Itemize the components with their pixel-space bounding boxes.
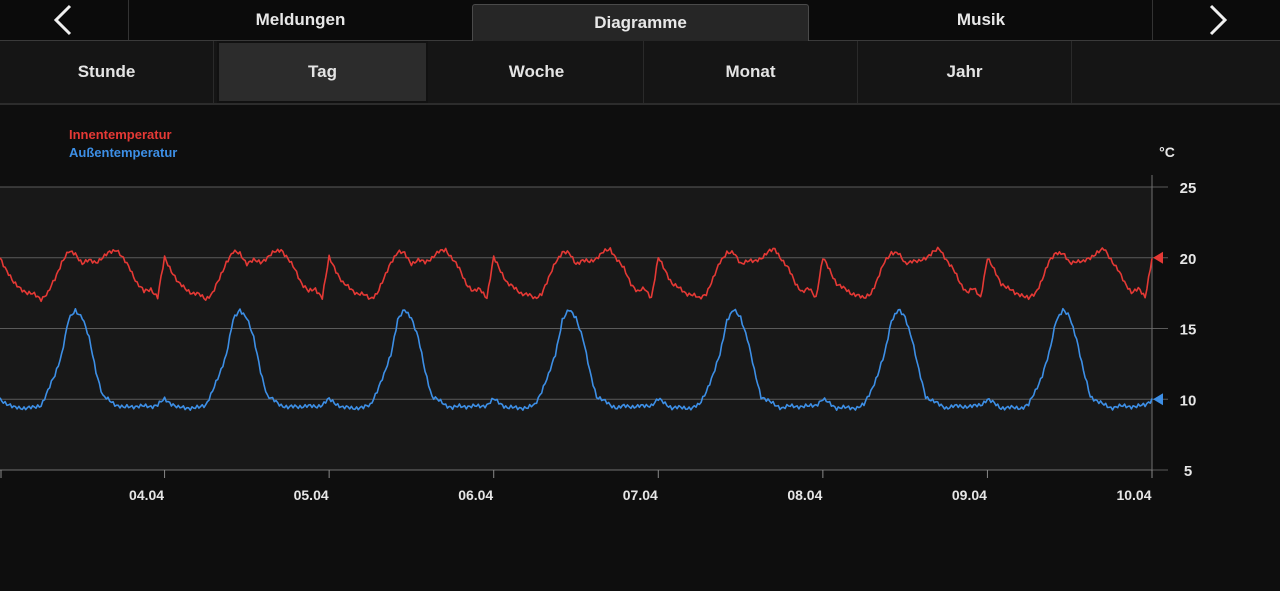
tab-meldungen[interactable]: Meldungen bbox=[255, 10, 346, 29]
series-line-inside bbox=[0, 246, 1153, 303]
tab-diagramme[interactable]: Diagramme bbox=[472, 4, 809, 41]
next-button[interactable] bbox=[1152, 0, 1280, 40]
temperature-chart: 5 10 15 20 25 °C 04.04 05.04 06.04 07.04 08.04 09.0… bbox=[0, 144, 1197, 503]
y-unit-label: °C bbox=[1159, 144, 1175, 160]
y-tick-label: 15 bbox=[1180, 322, 1197, 339]
x-tick-label: 10.04 bbox=[1116, 487, 1151, 503]
period-tabs: Stunde Tag Woche Monat Jahr bbox=[0, 41, 1280, 105]
chevron-left-icon bbox=[53, 4, 72, 36]
x-tick-label: 05.04 bbox=[294, 487, 329, 503]
current-marker-outside bbox=[1153, 393, 1163, 406]
y-tick-label: 5 bbox=[1184, 463, 1192, 480]
tab-stunde[interactable]: Stunde bbox=[0, 41, 214, 103]
tab-musik[interactable]: Musik bbox=[956, 10, 1006, 29]
series-line-outside bbox=[0, 307, 1153, 411]
y-tick-label: 10 bbox=[1180, 392, 1197, 409]
legend-outside: Außentemperatur bbox=[69, 145, 178, 160]
x-tick-label: 07.04 bbox=[623, 487, 658, 503]
x-tick-label: 09.04 bbox=[952, 487, 987, 503]
y-tick-label: 25 bbox=[1180, 180, 1197, 197]
x-tick-label: 04.04 bbox=[129, 487, 164, 503]
tab-jahr[interactable]: Jahr bbox=[858, 41, 1072, 103]
y-tick-label: 20 bbox=[1180, 251, 1197, 268]
x-tick-label: 06.04 bbox=[458, 487, 493, 503]
top-navigation: Meldungen Diagramme Musik bbox=[0, 0, 1280, 41]
x-tick-label: 08.04 bbox=[787, 487, 822, 503]
tab-tag[interactable]: Tag bbox=[217, 41, 428, 103]
current-marker-inside bbox=[1153, 251, 1163, 264]
tab-monat[interactable]: Monat bbox=[644, 41, 858, 103]
legend-inside: Innentemperatur bbox=[69, 127, 172, 142]
previous-button[interactable] bbox=[0, 0, 129, 40]
tab-woche[interactable]: Woche bbox=[430, 41, 644, 103]
chevron-right-icon bbox=[1209, 4, 1228, 36]
